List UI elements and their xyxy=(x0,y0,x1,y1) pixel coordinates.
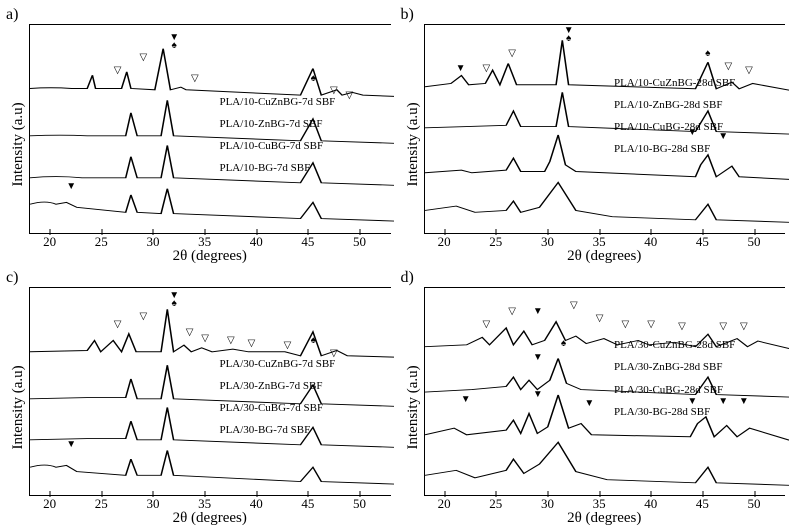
x-tick: 40 xyxy=(250,496,263,512)
x-tick: 50 xyxy=(353,496,366,512)
axes-box: PLA/10-CuZnBG-7d SBF PLA/10-ZnBG-7d SBF … xyxy=(29,24,391,234)
x-ticks: 20 25 30 35 40 45 50 xyxy=(424,496,786,510)
x-tick: 30 xyxy=(541,234,554,250)
x-tick: 20 xyxy=(438,234,451,250)
x-tick: 45 xyxy=(696,234,709,250)
x-tick: 25 xyxy=(489,234,502,250)
series-label: PLA/10-BG-7d SBF xyxy=(219,162,392,174)
series-label: PLA/30-ZnBG-28d SBF xyxy=(614,361,787,373)
panel-a: a) Intensity (a.u) xyxy=(4,6,395,267)
x-tick: 25 xyxy=(95,496,108,512)
plot-column: PLA/30-CuZnBG-28d SBF PLA/30-ZnBG-28d SB… xyxy=(424,287,786,528)
plot-wrap: Intensity (a.u) xyxy=(8,287,391,528)
x-axis-label: 2θ (degrees) xyxy=(424,510,786,527)
series-label: PLA/10-CuBG-28d SBF xyxy=(614,121,787,133)
panel-letter: a) xyxy=(6,6,18,24)
series-label: PLA/30-CuZnBG-28d SBF xyxy=(614,339,787,351)
series-label: PLA/30-CuBG-7d SBF xyxy=(219,402,392,414)
panel-b: b) Intensity (a.u) xyxy=(399,6,790,267)
x-tick: 45 xyxy=(301,234,314,250)
series-label: PLA/10-CuZnBG-28d SBF xyxy=(614,77,787,89)
series-label: PLA/10-BG-28d SBF xyxy=(614,143,787,155)
figure-grid: a) Intensity (a.u) xyxy=(0,0,793,531)
x-ticks: 20 25 30 35 40 45 50 xyxy=(29,234,391,248)
x-tick: 20 xyxy=(43,496,56,512)
y-axis-label: Intensity (a.u) xyxy=(8,24,29,265)
x-tick: 35 xyxy=(593,496,606,512)
series-label: PLA/10-CuBG-7d SBF xyxy=(219,140,392,152)
x-tick: 25 xyxy=(95,234,108,250)
x-axis-label: 2θ (degrees) xyxy=(424,248,786,265)
series-label: PLA/10-ZnBG-28d SBF xyxy=(614,99,787,111)
panel-letter: d) xyxy=(401,269,414,287)
x-tick: 20 xyxy=(438,496,451,512)
series-label: PLA/30-BG-28d SBF xyxy=(614,406,787,418)
plot-column: PLA/10-CuZnBG-28d SBF PLA/10-ZnBG-28d SB… xyxy=(424,24,786,265)
x-tick: 30 xyxy=(146,496,159,512)
y-axis-label: Intensity (a.u) xyxy=(403,24,424,265)
series-labels: PLA/10-CuZnBG-7d SBF PLA/10-ZnBG-7d SBF … xyxy=(219,96,392,174)
plot-wrap: Intensity (a.u) xyxy=(8,24,391,265)
series-label: PLA/30-CuBG-28d SBF xyxy=(614,384,787,396)
xrd-trace xyxy=(425,170,789,232)
series-label: PLA/10-CuZnBG-7d SBF xyxy=(219,96,392,108)
panel-letter: b) xyxy=(401,6,414,24)
series-label: PLA/30-ZnBG-7d SBF xyxy=(219,380,392,392)
panel-c: c) Intensity (a.u) xyxy=(4,269,395,530)
x-tick: 45 xyxy=(301,496,314,512)
axes-box: PLA/30-CuZnBG-28d SBF PLA/30-ZnBG-28d SB… xyxy=(424,287,786,497)
xrd-trace xyxy=(30,170,394,232)
xrd-trace xyxy=(30,433,394,495)
x-tick: 30 xyxy=(146,234,159,250)
y-axis-label: Intensity (a.u) xyxy=(403,287,424,528)
axes-box: PLA/30-CuZnBG-7d SBF PLA/30-ZnBG-7d SBF … xyxy=(29,287,391,497)
series-labels: PLA/10-CuZnBG-28d SBF PLA/10-ZnBG-28d SB… xyxy=(614,77,787,155)
panel-letter: c) xyxy=(6,269,18,287)
x-axis-label: 2θ (degrees) xyxy=(29,248,391,265)
x-axis-label: 2θ (degrees) xyxy=(29,510,391,527)
y-axis-label: Intensity (a.u) xyxy=(8,287,29,528)
plot-wrap: Intensity (a.u) xyxy=(403,24,786,265)
x-tick: 25 xyxy=(489,496,502,512)
x-tick: 45 xyxy=(696,496,709,512)
x-tick: 40 xyxy=(644,496,657,512)
x-tick: 40 xyxy=(250,234,263,250)
x-tick: 35 xyxy=(198,496,211,512)
x-tick: 50 xyxy=(748,496,761,512)
plot-wrap: Intensity (a.u) xyxy=(403,287,786,528)
x-ticks: 20 25 30 35 40 45 50 xyxy=(29,496,391,510)
series-label: PLA/30-CuZnBG-7d SBF xyxy=(219,358,392,370)
x-tick: 50 xyxy=(748,234,761,250)
plot-column: PLA/30-CuZnBG-7d SBF PLA/30-ZnBG-7d SBF … xyxy=(29,287,391,528)
series-labels: PLA/30-CuZnBG-7d SBF PLA/30-ZnBG-7d SBF … xyxy=(219,358,392,436)
x-tick: 35 xyxy=(198,234,211,250)
xrd-trace xyxy=(425,433,789,495)
axes-box: PLA/10-CuZnBG-28d SBF PLA/10-ZnBG-28d SB… xyxy=(424,24,786,234)
x-tick: 50 xyxy=(353,234,366,250)
plot-column: PLA/10-CuZnBG-7d SBF PLA/10-ZnBG-7d SBF … xyxy=(29,24,391,265)
x-tick: 40 xyxy=(644,234,657,250)
series-label: PLA/10-ZnBG-7d SBF xyxy=(219,118,392,130)
panel-d: d) Intensity (a.u) xyxy=(399,269,790,530)
x-ticks: 20 25 30 35 40 45 50 xyxy=(424,234,786,248)
series-label: PLA/30-BG-7d SBF xyxy=(219,424,392,436)
x-tick: 20 xyxy=(43,234,56,250)
series-labels: PLA/30-CuZnBG-28d SBF PLA/30-ZnBG-28d SB… xyxy=(614,339,787,417)
x-tick: 35 xyxy=(593,234,606,250)
x-tick: 30 xyxy=(541,496,554,512)
